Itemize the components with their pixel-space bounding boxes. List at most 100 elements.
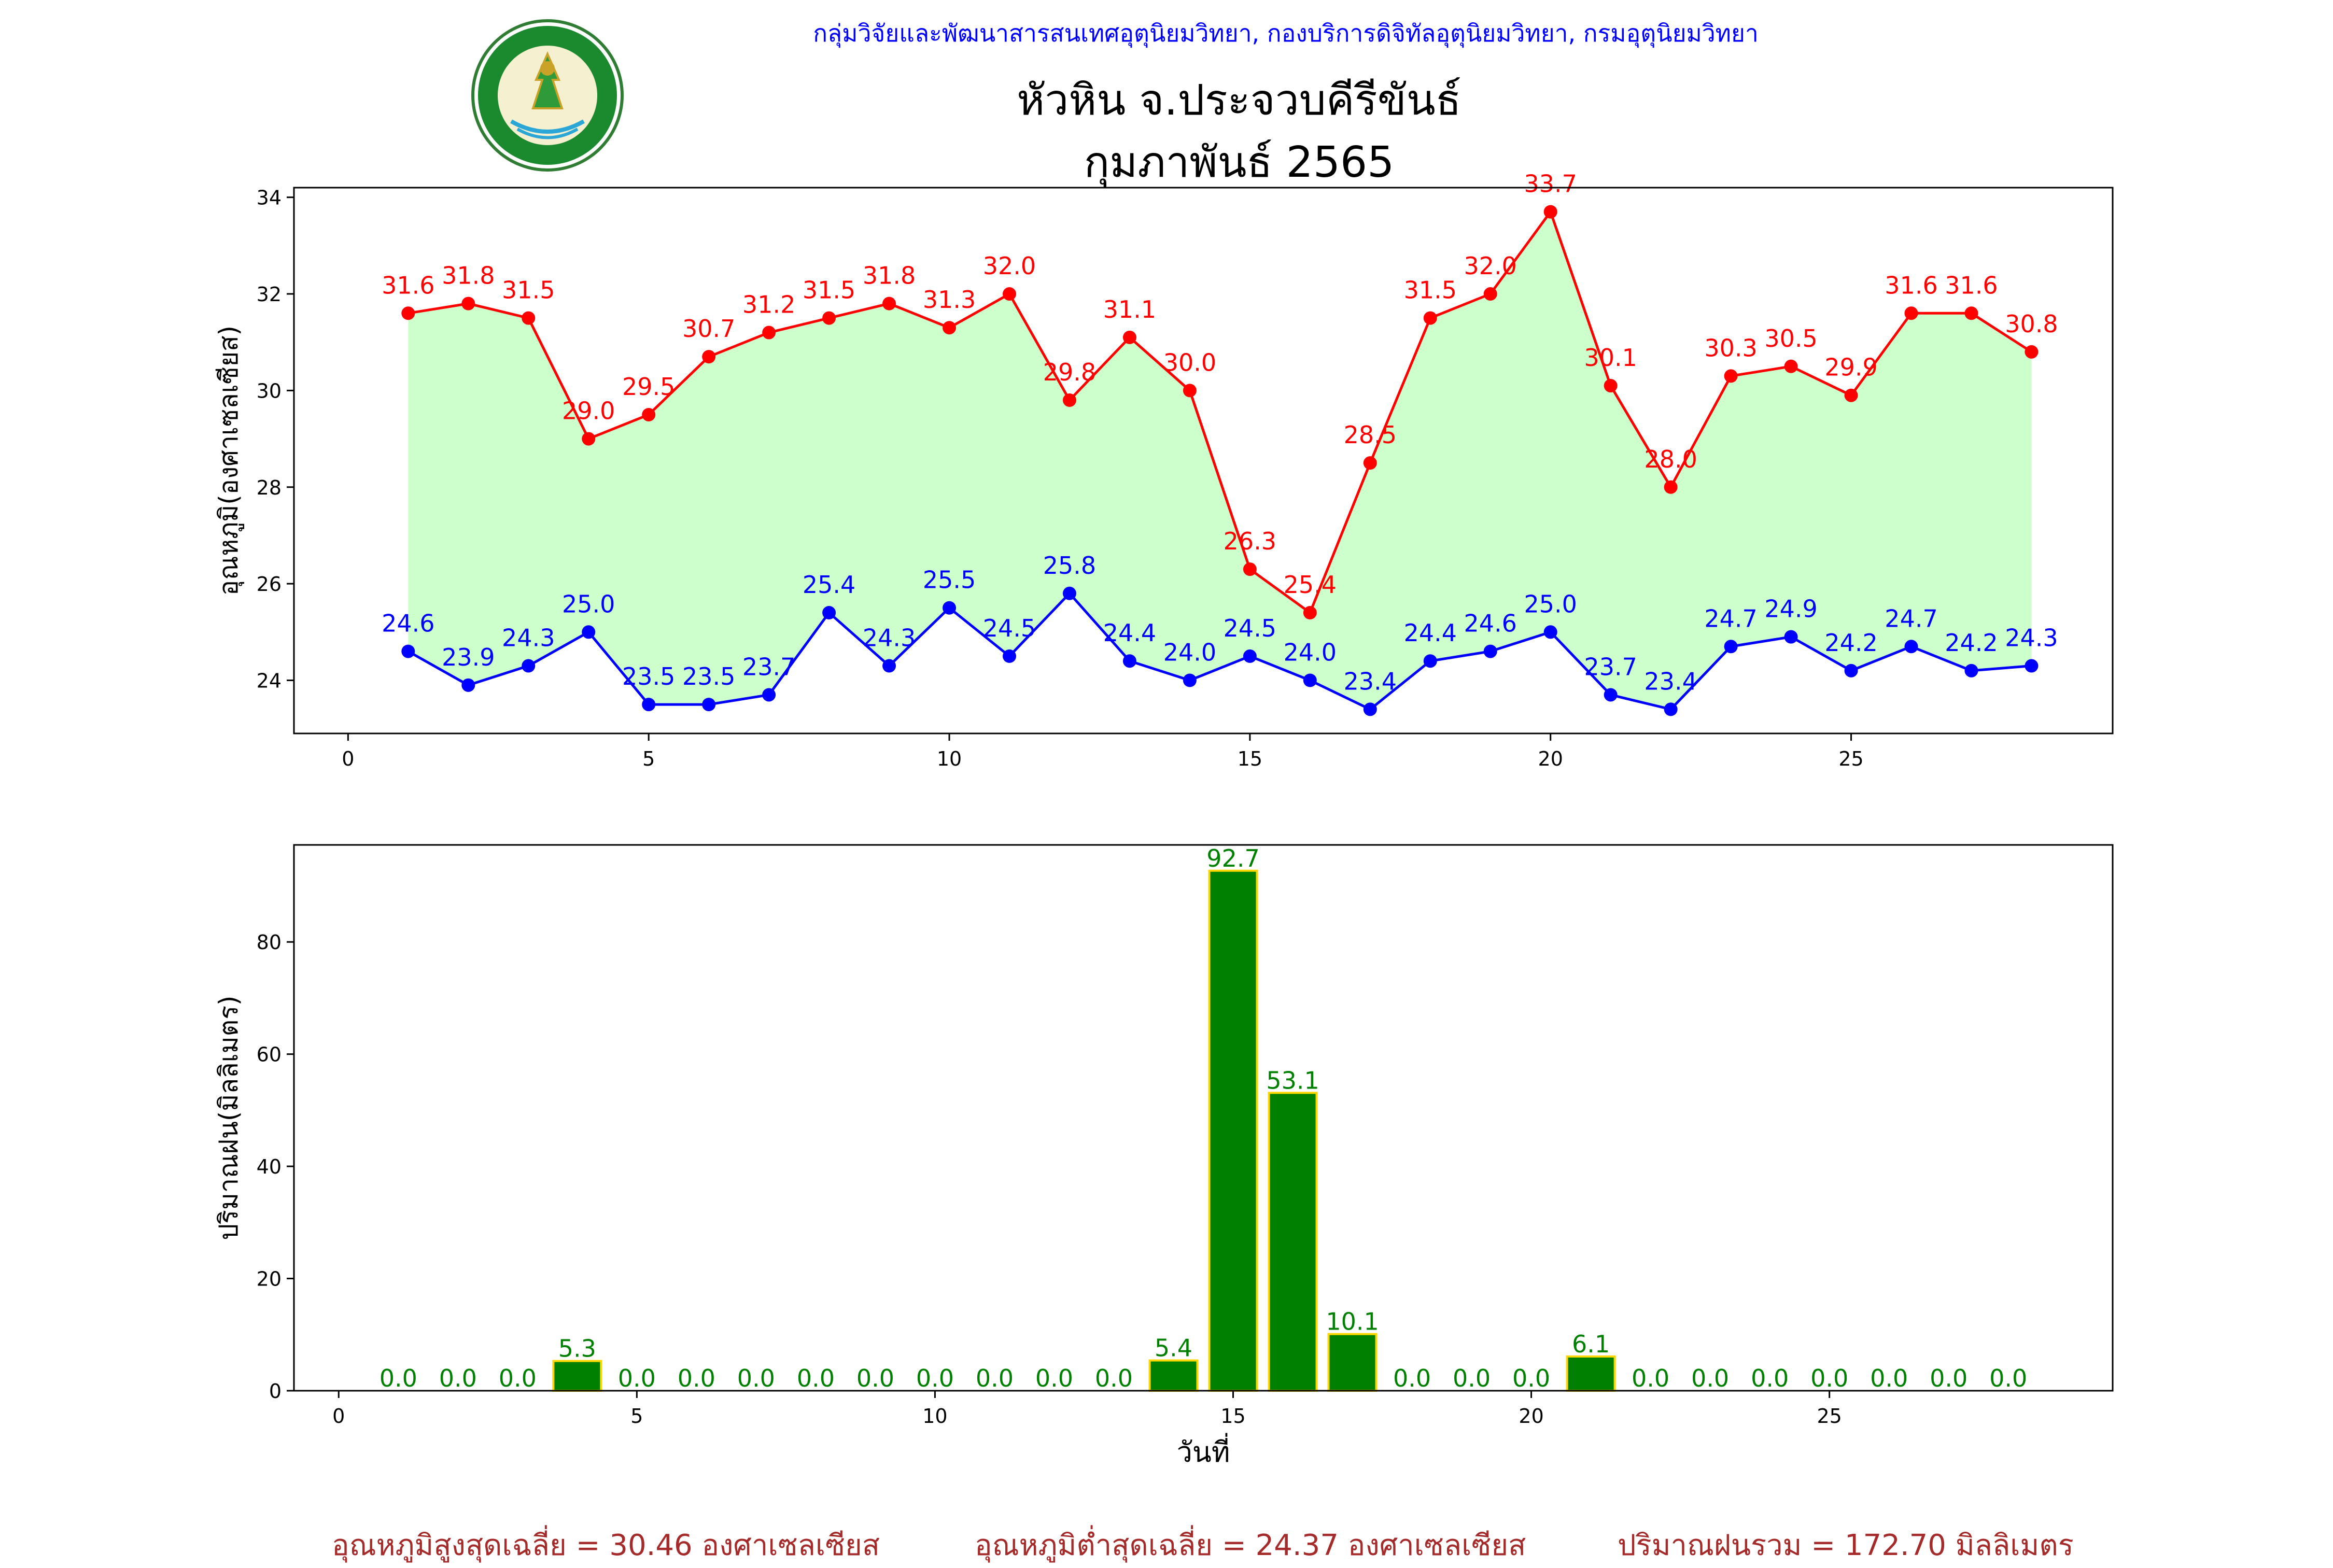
- max-temp-point: [1122, 330, 1136, 344]
- rain-label: 6.1: [1572, 1330, 1610, 1358]
- y-tick-label: 30: [257, 379, 282, 402]
- min-temp-point: [822, 606, 836, 620]
- min-temp-point: [1904, 640, 1918, 654]
- max-temp-point: [1062, 393, 1076, 407]
- max-temp-point: [522, 311, 536, 325]
- rain-label: 0.0: [797, 1364, 835, 1392]
- max-temp-label: 32.0: [983, 252, 1036, 280]
- y-tick-label: 32: [257, 283, 282, 306]
- min-temp-point: [461, 678, 475, 692]
- max-temp-point: [1724, 369, 1738, 383]
- min-temp-label: 23.4: [1344, 667, 1397, 695]
- min-temp-point: [1183, 673, 1197, 687]
- min-temp-label: 24.0: [1163, 638, 1216, 666]
- org-header: กลุ่มวิจัยและพัฒนาสารสนเทศอุตุนิยมวิทยา,…: [813, 19, 1759, 47]
- rain-label: 0.0: [1751, 1364, 1789, 1392]
- avg-min-temp: อุณหภูมิต่ำสุดเฉลี่ย = 24.37 องศาเซลเซีย…: [975, 1529, 1526, 1562]
- min-temp-point: [762, 688, 776, 702]
- rain-bar: [1327, 1333, 1378, 1392]
- min-temp-point: [1604, 688, 1618, 702]
- rain-label: 5.4: [1155, 1334, 1192, 1362]
- max-temp-point: [1423, 311, 1437, 325]
- min-temp-point: [582, 625, 596, 639]
- max-temp-label: 31.3: [923, 286, 976, 314]
- min-temp-label: 25.0: [562, 590, 615, 618]
- min-temp-label: 24.4: [1404, 619, 1457, 647]
- plot-frame: [293, 844, 2114, 1392]
- max-temp-label: 31.5: [803, 276, 855, 304]
- max-temp-point: [943, 321, 957, 335]
- x-tick-label: 10: [937, 747, 962, 770]
- min-temp-point: [1543, 625, 1557, 639]
- max-temp-point: [1784, 359, 1798, 373]
- rain-bar: [1268, 1092, 1318, 1392]
- max-temp-line: [407, 209, 2032, 615]
- rain-bar: [1208, 869, 1258, 1392]
- station-title: หัวหิน จ.ประจวบคีรีขันธ์: [1017, 76, 1461, 125]
- min-temp-point: [1664, 702, 1678, 716]
- min-temp-label: 24.2: [1945, 629, 1998, 657]
- min-temp-point: [1122, 654, 1136, 668]
- min-temp-label: 25.4: [803, 571, 855, 599]
- min-temp-label: 23.9: [442, 643, 495, 671]
- y-tick-label: 0: [269, 1380, 282, 1403]
- max-temp-label: 31.8: [863, 262, 916, 290]
- rain-label: 0.0: [1035, 1364, 1073, 1392]
- rain-label: 0.0: [678, 1364, 715, 1392]
- rain-label: 0.0: [1810, 1364, 1848, 1392]
- min-temp-label: 23.5: [682, 662, 735, 690]
- y-tick-label: 26: [257, 573, 282, 596]
- x-tick-label: 20: [1519, 1405, 1543, 1428]
- min-temp-label: 23.4: [1644, 667, 1697, 695]
- max-temp-point: [2025, 345, 2039, 359]
- max-temp-point: [1303, 606, 1317, 620]
- max-temp-label: 30.7: [682, 315, 735, 343]
- max-temp-label: 29.8: [1043, 358, 1096, 386]
- rain-label: 10.1: [1326, 1308, 1379, 1336]
- rain-label: 0.0: [976, 1364, 1014, 1392]
- rain-label: 0.0: [1453, 1364, 1491, 1392]
- rain-bar: [1148, 1359, 1199, 1392]
- x-tick-label: 10: [922, 1405, 947, 1428]
- rain-label: 0.0: [856, 1364, 894, 1392]
- min-temp-label: 24.4: [1103, 619, 1156, 647]
- x-tick-label: 5: [630, 1405, 643, 1428]
- y-tick-label: 24: [257, 669, 282, 692]
- max-temp-label: 31.5: [502, 276, 555, 304]
- min-temp-label: 24.3: [2005, 624, 2058, 652]
- max-temp-point: [1543, 205, 1557, 219]
- max-temp-label: 29.9: [1824, 354, 1877, 382]
- x-tick-label: 15: [1220, 1405, 1245, 1428]
- max-temp-label: 30.5: [1764, 324, 1817, 352]
- rain-label: 5.3: [558, 1335, 596, 1363]
- max-temp-point: [1904, 306, 1918, 320]
- min-temp-label: 23.5: [622, 662, 675, 690]
- rainfall-y-axis-label: ปริมาณฝน(มิลลิเมตร): [214, 995, 244, 1240]
- max-temp-label: 31.6: [1945, 271, 1998, 299]
- max-temp-point: [1844, 388, 1858, 402]
- rain-bar: [1566, 1355, 1616, 1392]
- rain-label: 0.0: [737, 1364, 775, 1392]
- day-x-axis-label: วันที่: [1177, 1433, 1230, 1468]
- min-temp-label: 24.7: [1704, 604, 1757, 632]
- max-temp-label: 31.8: [442, 262, 495, 290]
- min-temp-point: [1423, 654, 1437, 668]
- max-temp-label: 33.7: [1524, 170, 1577, 198]
- min-temp-label: 24.3: [502, 624, 555, 652]
- max-temp-point: [1483, 287, 1497, 301]
- y-tick-label: 60: [257, 1043, 282, 1066]
- max-temp-label: 30.0: [1163, 348, 1216, 376]
- x-tick-label: 25: [1838, 747, 1863, 770]
- max-temp-label: 29.5: [622, 373, 675, 401]
- min-temp-label: 24.3: [863, 624, 916, 652]
- min-temp-label: 24.2: [1824, 629, 1877, 657]
- max-temp-label: 25.4: [1284, 571, 1337, 599]
- rain-label: 0.0: [1393, 1364, 1431, 1392]
- temperature-y-axis-label: อุณหภูมิ(องศาเซลเซียส): [214, 326, 244, 596]
- min-temp-point: [1964, 663, 1978, 677]
- min-temp-point: [1844, 663, 1858, 677]
- min-temp-label: 24.5: [983, 614, 1036, 642]
- min-temp-point: [1724, 640, 1738, 654]
- y-tick-label: 28: [257, 476, 282, 499]
